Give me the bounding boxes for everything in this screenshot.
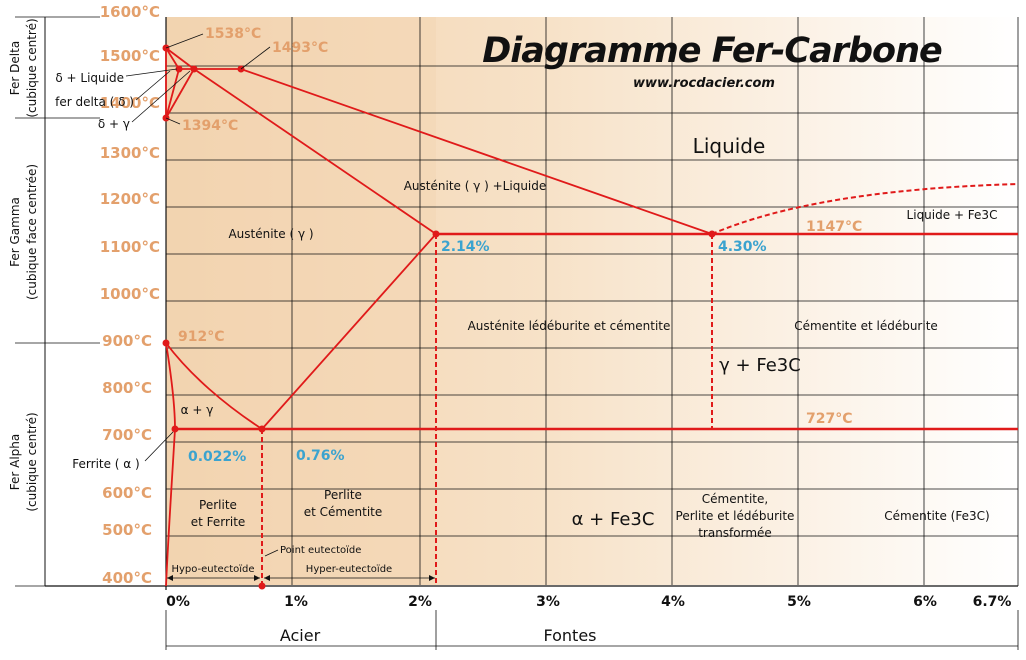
fer-gamma-label: Fer Gamma [8, 197, 22, 267]
fer-delta-label: Fer Delta [8, 41, 22, 95]
key-points [162, 44, 716, 590]
y-tick-labels: 1600°C 1500°C 1400°C 1300°C 1200°C 1100°… [100, 3, 160, 587]
composition-annotations: 2.14% 4.30% 0.022% 0.76% [188, 239, 767, 465]
label-delta-liquid: δ + Liquide [55, 71, 124, 85]
x-tick-4: 4% [661, 594, 685, 610]
label-gamma-fe3c: γ + Fe3C [719, 355, 801, 376]
side-phase-labels: Fer Delta (cubique centré) Fer Gamma (cu… [8, 18, 39, 511]
label-hypo: Hypo-eutectoïde [171, 564, 254, 575]
label-liquid-fe3c: Liquide + Fe3C [907, 208, 998, 222]
fer-delta-structure: (cubique centré) [25, 18, 39, 117]
x-tick-3: 3% [536, 594, 560, 610]
acm-line [261, 233, 437, 430]
x-tick-2: 2% [408, 594, 432, 610]
y-tick-1600: 1600°C [100, 3, 160, 21]
label-912: 912°C [178, 329, 225, 345]
fontes-label: Fontes [543, 626, 596, 645]
label-transformed-1: Cémentite, [702, 492, 768, 506]
x-tick-6: 6% [913, 594, 937, 610]
label-0-76: 0.76% [296, 448, 345, 464]
point-0-76 [258, 425, 266, 433]
point-912 [162, 339, 170, 347]
horizontal-grid [166, 65, 1018, 537]
point-delta-liquid [175, 65, 183, 73]
label-perlite-ferrite-1: Perlite [199, 498, 237, 512]
label-perlite-ferrite-2: et Ferrite [191, 515, 246, 529]
label-hyper: Hyper-eutectoïde [306, 564, 392, 575]
acier-label: Acier [280, 626, 321, 645]
x-tick-labels: 0% 1% 2% 3% 4% 5% 6% 6.7% [166, 594, 1011, 610]
x-tick-1: 1% [284, 594, 308, 610]
label-1538: 1538°C [205, 26, 261, 42]
y-tick-1200: 1200°C [100, 190, 160, 208]
eutectoid-ranges: Point eutectoïde Hypo-eutectoïde Hyper-e… [167, 545, 435, 581]
label-perlite-cementite-2: et Cémentite [304, 505, 382, 519]
website-url: www.rocdacier.com [633, 76, 775, 91]
point-0-022 [171, 425, 179, 433]
fer-alpha-label: Fer Alpha [8, 434, 22, 491]
point-2-14 [432, 230, 440, 238]
label-delta-iron: fer delta ( δ ) [55, 95, 134, 109]
a3-line [165, 342, 263, 430]
label-alpha-fe3c: α + Fe3C [572, 509, 655, 530]
x-tick-67: 6.7% [973, 594, 1012, 610]
x-tick-0: 0% [166, 594, 190, 610]
y-tick-400: 400°C [102, 569, 152, 587]
label-2-14: 2.14% [441, 239, 490, 255]
y-tick-1100: 1100°C [100, 238, 160, 256]
fer-alpha-structure: (cubique centré) [25, 412, 39, 511]
label-cementite: Cémentite (Fe3C) [884, 509, 989, 523]
fer-gamma-structure: (cubique face centrée) [25, 164, 39, 300]
label-delta-gamma: δ + γ [98, 117, 130, 131]
label-alpha-gamma: α + γ [181, 403, 214, 417]
region-labels: Liquide Austénite ( γ ) +Liquide Liquide… [72, 134, 997, 540]
y-tick-1500: 1500°C [100, 47, 160, 65]
label-0-022: 0.022% [188, 449, 246, 465]
label-eutectoid-point: Point eutectoïde [280, 545, 361, 556]
label-1493: 1493°C [272, 40, 328, 56]
y-tick-500: 500°C [102, 521, 152, 539]
label-cementite-ledeburite: Cémentite et lédéburite [794, 319, 938, 333]
label-1394: 1394°C [182, 118, 238, 134]
label-austenite: Austénite ( γ ) [228, 227, 313, 241]
label-transformed-3: transformée [698, 526, 772, 540]
label-727: 727°C [806, 411, 853, 427]
label-perlite-cementite-1: Perlite [324, 488, 362, 502]
point-eutectoid-bottom [258, 582, 266, 590]
y-tick-1400: 1400°C [100, 94, 160, 112]
side-phase-brackets [15, 16, 100, 587]
ferrite-solvus-line [165, 428, 176, 587]
label-transformed-2: Perlite et lédéburite [676, 509, 795, 523]
label-4-30: 4.30% [718, 239, 767, 255]
alpha-solvus-line [165, 342, 176, 430]
label-1147: 1147°C [806, 219, 862, 235]
y-tick-1000: 1000°C [100, 285, 160, 303]
label-austenite-liquid: Austénite ( γ ) +Liquide [404, 179, 547, 193]
liquidus-cementite-line [711, 183, 1019, 235]
label-liquid: Liquide [693, 134, 766, 158]
y-tick-800: 800°C [102, 379, 152, 397]
point-4-30 [708, 230, 716, 238]
x-tick-5: 5% [787, 594, 811, 610]
point-peritectic [190, 65, 198, 73]
delta-gamma-line [165, 68, 180, 119]
y-tick-900: 900°C [102, 332, 152, 350]
delta-gamma-line-2 [165, 68, 195, 119]
y-tick-700: 700°C [102, 426, 152, 444]
temperature-annotations: 1538°C 1493°C 1394°C 912°C 1147°C 727°C [165, 26, 862, 427]
diagram-title: Diagramme Fer-Carbone [482, 31, 942, 71]
label-ferrite: Ferrite ( α ) [72, 457, 139, 471]
y-tick-1300: 1300°C [100, 144, 160, 162]
label-austenite-ledeburite: Austénite lédéburite et cémentite [468, 319, 671, 333]
y-tick-600: 600°C [102, 484, 152, 502]
delta-region-labels: δ + Liquide fer delta ( δ ) δ + γ [55, 68, 191, 131]
liquidus-line [165, 47, 713, 235]
vertical-grid [291, 17, 925, 585]
bottom-categories: Acier Fontes [165, 610, 1019, 650]
